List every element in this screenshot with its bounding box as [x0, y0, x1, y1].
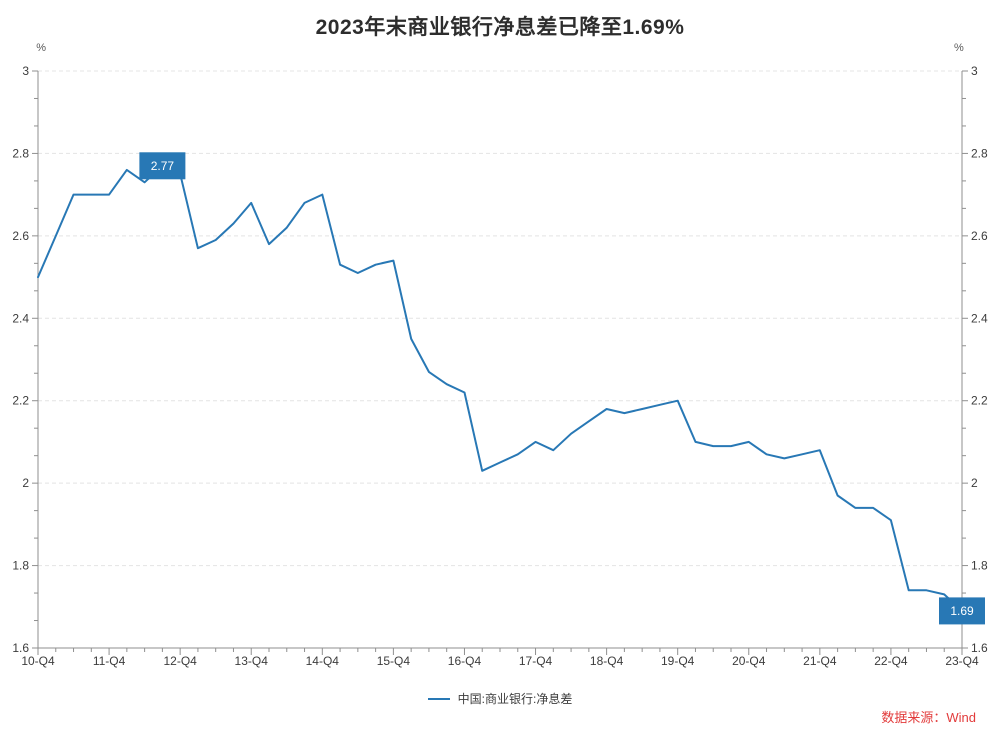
data-label-1.69: 1.69: [939, 597, 985, 625]
data-source-label: 数据来源：Wind: [881, 710, 976, 725]
svg-text:2.8: 2.8: [12, 146, 29, 160]
series-line: [37, 164, 963, 612]
svg-text:1.6: 1.6: [12, 641, 29, 655]
svg-text:2.6: 2.6: [12, 229, 29, 243]
svg-text:16-Q4: 16-Q4: [448, 654, 482, 668]
svg-text:15-Q4: 15-Q4: [377, 654, 411, 668]
svg-text:14-Q4: 14-Q4: [306, 654, 340, 668]
svg-text:1.6: 1.6: [971, 641, 988, 655]
y-axis-unit-left: %: [36, 42, 46, 54]
svg-text:21-Q4: 21-Q4: [803, 654, 837, 668]
svg-text:2.4: 2.4: [971, 311, 988, 325]
svg-text:18-Q4: 18-Q4: [590, 654, 624, 668]
svg-text:1.8: 1.8: [971, 559, 988, 573]
svg-text:19-Q4: 19-Q4: [661, 654, 695, 668]
svg-text:22-Q4: 22-Q4: [874, 654, 908, 668]
svg-text:2.77: 2.77: [151, 159, 175, 173]
svg-text:3: 3: [971, 64, 978, 78]
svg-text:2: 2: [22, 476, 29, 490]
svg-text:11-Q4: 11-Q4: [93, 654, 126, 668]
x-axis-ticks: 10-Q4 11-Q4 12-Q4 13-Q4 14-Q4 15-Q4 16-Q4 17-Q4…: [21, 648, 979, 668]
y-axis-ticks: 1.6 1.6 1.8 1.8 2 2 2.2 2.2 2.4 2.4 2.6 2.6 2.8 2.8 3 3: [12, 64, 988, 655]
y-axis-unit-right: %: [954, 42, 964, 54]
svg-text:2.2: 2.2: [971, 394, 988, 408]
svg-text:3: 3: [22, 64, 29, 78]
legend-line-swatch: [427, 697, 450, 700]
grid-lines: [38, 70, 962, 567]
svg-text:1.8: 1.8: [12, 559, 29, 573]
legend: 中国:商业银行:净息差: [0, 690, 1000, 707]
svg-text:13-Q4: 13-Q4: [235, 654, 269, 668]
svg-text:17-Q4: 17-Q4: [519, 654, 553, 668]
legend-label: 中国:商业银行:净息差: [457, 692, 573, 706]
svg-text:2.8: 2.8: [971, 146, 988, 160]
svg-text:2: 2: [971, 476, 978, 490]
svg-text:23-Q4: 23-Q4: [945, 654, 979, 668]
svg-text:2.6: 2.6: [971, 229, 988, 243]
svg-text:2.2: 2.2: [12, 394, 29, 408]
chart-title: 2023年末商业银行净息差已降至1.69%: [315, 16, 685, 39]
svg-text:10-Q4: 10-Q4: [21, 654, 55, 668]
svg-text:2.4: 2.4: [12, 311, 29, 325]
data-label-2.77: 2.77: [139, 152, 186, 180]
svg-text:20-Q4: 20-Q4: [732, 654, 766, 668]
svg-text:12-Q4: 12-Q4: [163, 654, 197, 668]
svg-text:1.69: 1.69: [950, 604, 974, 618]
